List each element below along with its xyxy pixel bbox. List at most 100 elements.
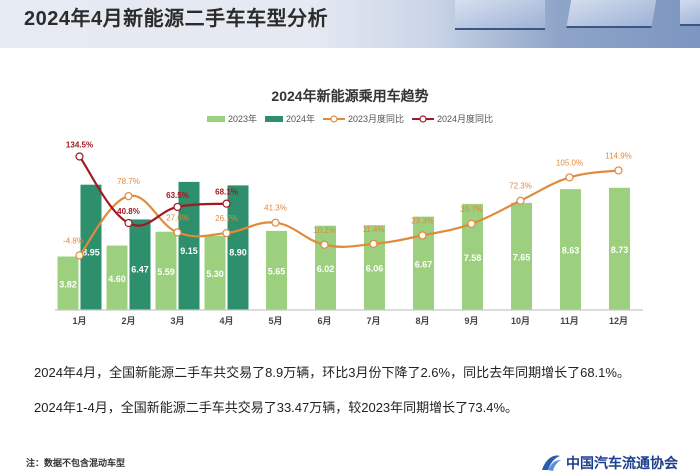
bar-2023 — [560, 189, 581, 310]
legend-line-marker-icon — [323, 114, 345, 123]
line-marker — [271, 218, 280, 227]
bar-value-label: 4.60 — [108, 274, 126, 284]
line-value-label: 10.2% — [313, 226, 336, 235]
footnote: 注：数据不包含混动车型 — [26, 458, 126, 468]
bar-2023 — [462, 203, 483, 310]
legend-swatch-icon — [206, 115, 225, 122]
bar-2024 — [129, 219, 151, 310]
x-tick-label: 9月 — [464, 316, 478, 326]
x-tick-label: 11月 — [560, 316, 579, 326]
line-value-label: -4.8% — [63, 236, 84, 245]
bar-value-label: 7.65 — [513, 252, 531, 262]
bar-value-label: 6.67 — [415, 259, 433, 269]
logo-swirl-icon — [542, 455, 561, 471]
line-marker — [320, 240, 329, 249]
line-value-label: 23.3% — [411, 216, 434, 225]
legend-item-2024-yoy: 2024月度同比 — [412, 112, 493, 125]
legend-label: 2024月度同比 — [437, 114, 494, 124]
bar-2023 — [266, 230, 287, 310]
line-marker — [516, 196, 525, 205]
line-2024-yoy — [78, 155, 227, 227]
bar-2024 — [80, 184, 102, 310]
x-tick-label: 12月 — [609, 316, 628, 326]
banner-decoration — [680, 0, 700, 26]
bar-2023 — [57, 256, 79, 310]
banner-decoration — [455, 0, 545, 30]
line-value-label: 27.6% — [166, 213, 189, 222]
legend-label: 2023年 — [227, 114, 257, 124]
x-tick-label: 1月 — [72, 316, 86, 326]
bar-value-label: 8.63 — [562, 246, 580, 256]
x-tick-label: 2月 — [121, 316, 135, 326]
bar-value-label: 6.47 — [131, 265, 149, 275]
bar-2023 — [609, 187, 630, 310]
line-value-label: 40.8% — [117, 207, 140, 216]
logo-text: 中国汽车流通协会 — [566, 457, 678, 472]
line-marker — [565, 173, 574, 182]
bar-value-label: 5.59 — [157, 267, 175, 277]
bar-2023 — [413, 216, 434, 310]
line-marker — [124, 218, 133, 228]
bar-value-label: 6.06 — [366, 264, 384, 274]
x-tick-label: 3月 — [170, 316, 184, 326]
bar-value-label: 3.82 — [59, 279, 77, 289]
bar-value-label: 6.02 — [317, 264, 335, 274]
bar-2024 — [227, 185, 249, 310]
header-banner: 2024年4月新能源二手车车型分析 — [0, 0, 700, 48]
bar-2023 — [364, 225, 385, 310]
chart-title: 2024年新能源乘用车趋势 — [271, 88, 429, 104]
x-tick-label: 4月 — [219, 316, 233, 326]
line-marker — [369, 239, 378, 249]
line-value-label: 72.3% — [509, 182, 532, 191]
line-marker — [75, 251, 84, 260]
line-marker — [75, 152, 84, 161]
x-tick-label: 8月 — [415, 316, 429, 326]
line-marker — [418, 231, 427, 240]
line-value-label: 134.5% — [66, 141, 93, 150]
bar-2023 — [511, 202, 532, 310]
legend-swatch-icon — [264, 115, 283, 122]
bar-2023 — [204, 235, 226, 310]
bar-2023 — [106, 245, 128, 310]
bar-2024 — [178, 181, 200, 310]
association-logo: 中国汽车流通协会 — [540, 453, 678, 473]
legend-item-2024: 2024年 — [264, 112, 315, 125]
line-value-label: 26.7% — [215, 214, 238, 223]
line-value-label: 39.7% — [460, 205, 483, 214]
line-value-label: 114.9% — [605, 151, 632, 160]
bar-value-label: 9.15 — [180, 246, 198, 256]
x-tick-label: 6月 — [317, 316, 331, 326]
bar-value-label: 8.90 — [229, 248, 247, 258]
x-tick-label: 5月 — [268, 316, 282, 326]
line-value-label: 11.4% — [362, 225, 384, 234]
page-title: 2024年4月新能源二手车车型分析 — [24, 8, 329, 30]
line-marker — [222, 228, 231, 238]
line-value-label: 105.0% — [556, 158, 583, 167]
bar-value-label: 8.95 — [82, 247, 100, 257]
line-marker — [614, 166, 623, 175]
line-value-label: 41.3% — [264, 204, 287, 213]
line-value-label: 78.7% — [117, 177, 140, 186]
bar-2023 — [155, 231, 177, 310]
legend-item-2023-yoy: 2023月度同比 — [323, 112, 404, 125]
line-marker — [222, 199, 231, 208]
line-marker — [173, 202, 182, 212]
legend-line-marker-icon — [412, 114, 435, 123]
legend-item-2023: 2023年 — [206, 112, 257, 125]
legend-label: 2023月度同比 — [348, 114, 405, 124]
line-value-label: 68.1% — [215, 188, 238, 197]
legend-label: 2024年 — [285, 114, 315, 124]
summary-line-1: 2024年4月，全国新能源二手车共交易了8.9万辆，环比3月份下降了2.6%，同… — [34, 365, 630, 380]
line-marker — [173, 228, 182, 237]
x-tick-label: 7月 — [366, 316, 380, 326]
summary-line-2: 2024年1-4月，全国新能源二手车共交易了33.47万辆，较2023年同期增长… — [34, 400, 519, 415]
chart-legend: 2023年 2024年 2023月度同比 2024月度同比 — [0, 112, 700, 125]
bar-value-label: 7.58 — [464, 253, 482, 263]
line-marker — [467, 219, 476, 228]
bar-value-label: 5.30 — [206, 269, 224, 279]
line-marker — [124, 192, 133, 201]
bar-value-label: 8.73 — [611, 245, 629, 255]
x-tick-label: 10月 — [511, 316, 530, 326]
chart-plot-area: 3.82 8.95 4.60 6.47 5.59 9.15 5.30 8.90 5.65 6.02… — [55, 141, 643, 326]
line-value-label: 63.5% — [166, 191, 189, 200]
